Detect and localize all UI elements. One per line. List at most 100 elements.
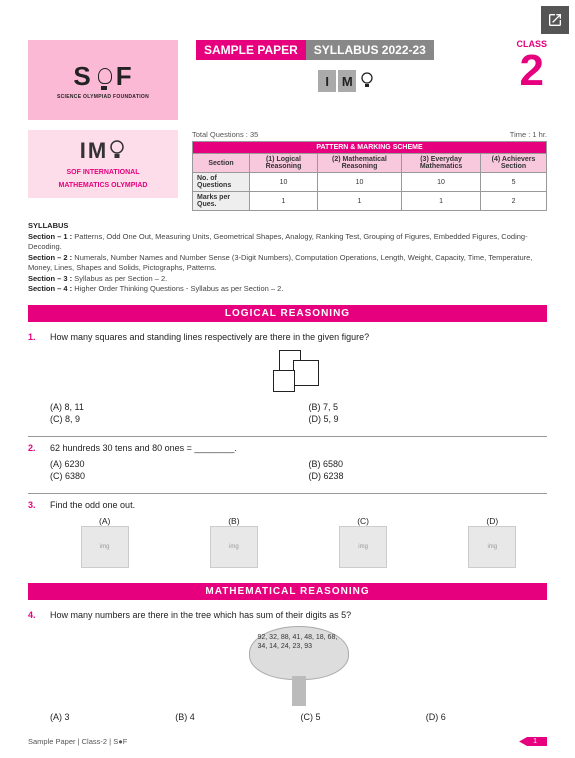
- question-number: 1.: [28, 332, 42, 424]
- section-text: Higher Order Thinking Questions - Syllab…: [74, 284, 283, 293]
- page-footer: Sample Paper | Class-2 | S●F 1: [28, 737, 547, 746]
- cell: 2: [481, 192, 547, 211]
- mid-band: I M SOF INTERNATIONAL MATHEMATICS OLYMPI…: [28, 130, 547, 211]
- imo-letter: M: [88, 138, 106, 164]
- total-questions: Total Questions : 35: [192, 130, 258, 139]
- sof-subtitle: SCIENCE OLYMPIAD FOUNDATION: [57, 94, 149, 100]
- row-label: No. of Questions: [193, 173, 250, 192]
- option-image: img: [81, 526, 129, 568]
- q2-options: (A) 6230 (B) 6580 (C) 6380 (D) 6238: [50, 459, 547, 481]
- col-header: (1) Logical Reasoning: [250, 154, 318, 173]
- question-text: 62 hundreds 30 tens and 80 ones = ______…: [50, 443, 547, 453]
- question-number: 2.: [28, 443, 42, 481]
- option-b: (B) 6580: [309, 459, 548, 469]
- option-a: (A) 8, 11: [50, 402, 289, 412]
- option-image: img: [339, 526, 387, 568]
- imo-letter: I: [318, 70, 336, 92]
- scheme-title: PATTERN & MARKING SCHEME: [193, 142, 547, 154]
- scheme-area: Total Questions : 35 Time : 1 hr. PATTER…: [192, 130, 547, 211]
- cell: 10: [317, 173, 401, 192]
- imo-logo: I M: [36, 138, 170, 164]
- question-1: 1. How many squares and standing lines r…: [28, 332, 547, 424]
- col-section: Section: [193, 154, 250, 173]
- syllabus-block: SYLLABUS Section – 1 : Patterns, Odd One…: [28, 221, 547, 295]
- option-d: (D) 6238: [309, 471, 548, 481]
- option-d: (D): [486, 516, 498, 526]
- syllabus-heading: SYLLABUS: [28, 221, 68, 230]
- tree-numbers: 92, 32, 88, 41, 48, 18, 68, 34, 14, 24, …: [249, 626, 349, 680]
- page-number: 1: [519, 737, 547, 746]
- col-header: (3) Everyday Mathematics: [402, 154, 481, 173]
- imo-letter: I: [80, 138, 86, 164]
- cell: 10: [402, 173, 481, 192]
- option-c: (C) 6380: [50, 471, 289, 481]
- section-text: Numerals, Number Names and Number Sense …: [28, 253, 532, 273]
- title-sample-paper: SAMPLE PAPER: [196, 40, 306, 60]
- section-bar-math: MATHEMATICAL REASONING: [28, 583, 547, 600]
- section-label: Section – 3 :: [28, 274, 72, 283]
- footer-text: Sample Paper | Class-2 | S●F: [28, 737, 127, 746]
- divider: [28, 493, 547, 494]
- section-label: Section – 2 :: [28, 253, 72, 262]
- page-container: S F SCIENCE OLYMPIAD FOUNDATION SAMPLE P…: [0, 0, 575, 758]
- question-2: 2. 62 hundreds 30 tens and 80 ones = ___…: [28, 443, 547, 481]
- option-image: img: [468, 526, 516, 568]
- question-3: 3. Find the odd one out. (A)img (B)img (…: [28, 500, 547, 571]
- tree-trunk: [292, 676, 306, 706]
- q4-figure: 92, 32, 88, 41, 48, 18, 68, 34, 14, 24, …: [50, 626, 547, 706]
- question-4: 4. How many numbers are there in the tre…: [28, 610, 547, 722]
- question-text: How many numbers are there in the tree w…: [50, 610, 547, 620]
- header-band: S F SCIENCE OLYMPIAD FOUNDATION SAMPLE P…: [28, 40, 547, 120]
- logo-letter: F: [116, 61, 133, 92]
- scheme-meta: Total Questions : 35 Time : 1 hr.: [192, 130, 547, 139]
- cell: 1: [402, 192, 481, 211]
- q4-options: (A) 3 (B) 4 (C) 5 (D) 6: [50, 712, 547, 722]
- option-c: (C) 5: [301, 712, 422, 722]
- imo-sub2: MATHEMATICS OLYMPIAD: [36, 181, 170, 190]
- imo-letter: M: [338, 70, 356, 92]
- option-b: (B) 4: [175, 712, 296, 722]
- q3-options: (A)img (B)img (C)img (D)img: [50, 516, 547, 571]
- bulb-icon: [358, 70, 376, 92]
- section-bar-logical: LOGICAL REASONING: [28, 305, 547, 322]
- question-text: How many squares and standing lines resp…: [50, 332, 547, 342]
- class-box: CLASS 2: [516, 40, 547, 93]
- option-c: (C) 8, 9: [50, 414, 289, 424]
- option-b: (B): [228, 516, 239, 526]
- bulb-icon: [96, 68, 112, 92]
- q1-options: (A) 8, 11 (B) 7, 5 (C) 8, 9 (D) 5, 9: [50, 402, 547, 424]
- document-page: S F SCIENCE OLYMPIAD FOUNDATION SAMPLE P…: [0, 0, 575, 758]
- section-text: Syllabus as per Section – 2.: [74, 274, 167, 283]
- col-header: (2) Mathematical Reasoning: [317, 154, 401, 173]
- option-c: (C): [357, 516, 369, 526]
- bulb-icon: [108, 140, 126, 162]
- question-text: Find the odd one out.: [50, 500, 547, 510]
- footer-label: Sample Paper | Class-2 |: [28, 737, 111, 746]
- imo-badge: I M: [196, 70, 498, 92]
- title-syllabus: SYLLABUS 2022-23: [306, 40, 434, 60]
- question-number: 3.: [28, 500, 42, 571]
- section-label: Section – 1 :: [28, 232, 72, 241]
- option-image: img: [210, 526, 258, 568]
- option-d: (D) 6: [426, 712, 547, 722]
- logo-letter: S: [73, 61, 91, 92]
- section-text: Patterns, Odd One Out, Measuring Units, …: [28, 232, 528, 252]
- imo-sub1: SOF INTERNATIONAL: [36, 168, 170, 177]
- imo-logo-block: I M SOF INTERNATIONAL MATHEMATICS OLYMPI…: [28, 130, 178, 198]
- option-a: (A) 3: [50, 712, 171, 722]
- col-header: (4) Achievers Section: [481, 154, 547, 173]
- cell: 1: [250, 192, 318, 211]
- q1-figure: [50, 350, 547, 394]
- title-area: SAMPLE PAPER SYLLABUS 2022-23 I M: [196, 40, 498, 92]
- option-a: (A) 6230: [50, 459, 289, 469]
- time-limit: Time : 1 hr.: [510, 130, 547, 139]
- sof-logo-text: S F: [57, 61, 149, 92]
- row-label: Marks per Ques.: [193, 192, 250, 211]
- option-a: (A): [99, 516, 110, 526]
- cell: 1: [317, 192, 401, 211]
- divider: [28, 436, 547, 437]
- option-d: (D) 5, 9: [309, 414, 548, 424]
- question-number: 4.: [28, 610, 42, 722]
- sof-logo-block: S F SCIENCE OLYMPIAD FOUNDATION: [28, 40, 178, 120]
- cell: 10: [250, 173, 318, 192]
